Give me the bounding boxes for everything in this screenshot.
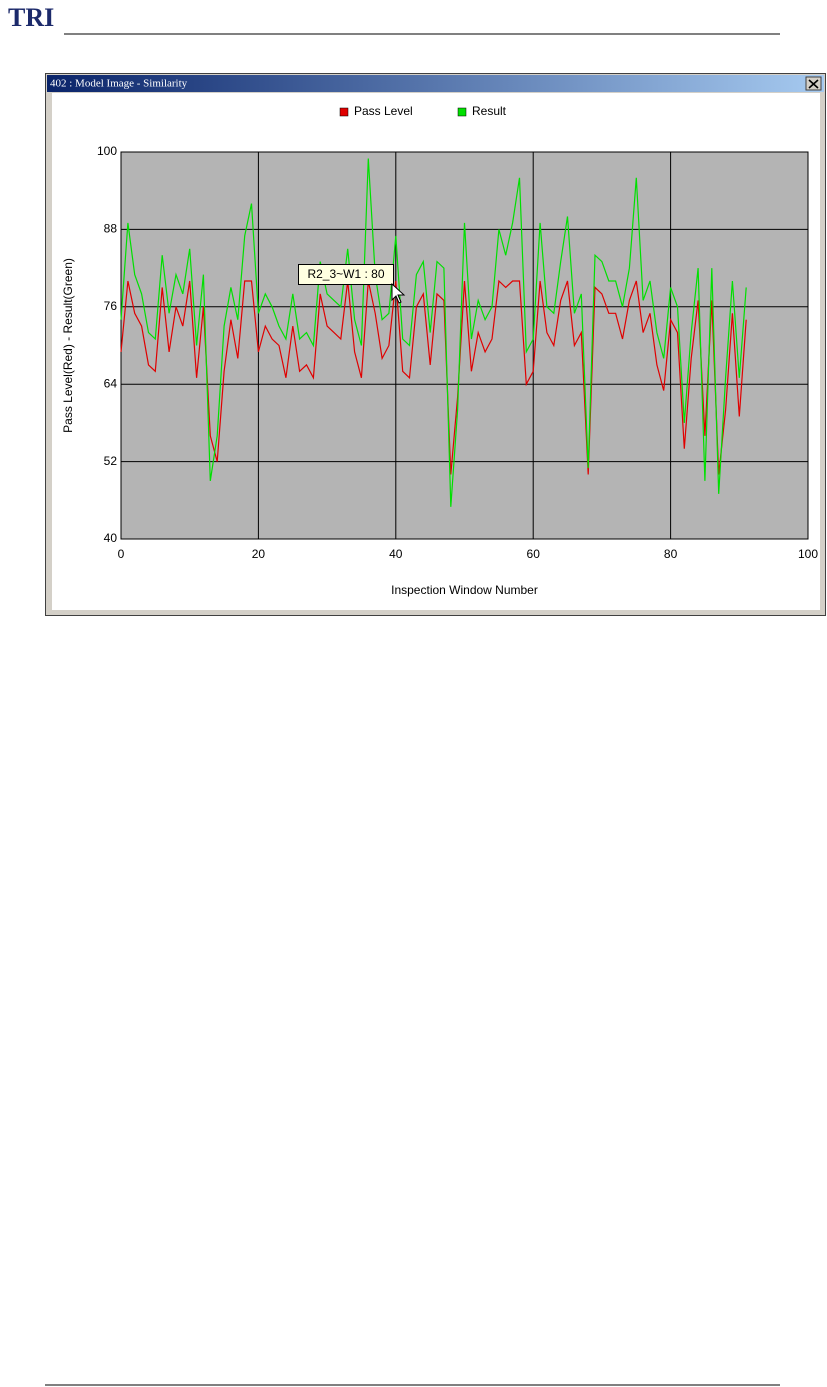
y-tick-label: 100 [97, 144, 117, 158]
y-tick-label: 88 [104, 222, 118, 236]
y-tick-label: 40 [104, 531, 118, 545]
y-axis-label: Pass Level(Red) - Result(Green) [61, 258, 75, 433]
x-tick-label: 100 [798, 547, 818, 561]
y-tick-label: 52 [104, 454, 118, 468]
plot-area [121, 152, 808, 539]
y-tick-label: 64 [104, 376, 118, 390]
plot-border [120, 151, 809, 540]
series-line [120, 279, 747, 475]
chart: 40 52 64 76 88 100 0 20 40 60 80 100 Inspection Wind… [61, 104, 818, 597]
cursor [391, 282, 406, 304]
x-tick-label: 20 [252, 547, 266, 561]
x-tick-label: 40 [389, 547, 403, 561]
x-tick-label: 80 [664, 547, 678, 561]
tooltip: R2_3~W1 : 80 [298, 264, 394, 285]
title-bar [47, 75, 824, 92]
legend-swatch [457, 107, 467, 117]
y-tick-label: 76 [104, 299, 118, 313]
close-button[interactable] [805, 76, 822, 91]
legend-swatch [339, 107, 349, 117]
series-line [120, 158, 747, 507]
legend-label: Pass Level [354, 104, 413, 118]
logo: TRI [8, 3, 54, 32]
x-axis-label: Inspection Window Number [391, 583, 538, 597]
tooltip-text: R2_3~W1 : 80 [307, 267, 384, 281]
legend-label: Result [472, 104, 507, 118]
window-title: 402 : Model Image - Similarity [50, 78, 188, 90]
x-tick-label: 0 [118, 547, 125, 561]
x-tick-label: 60 [527, 547, 541, 561]
